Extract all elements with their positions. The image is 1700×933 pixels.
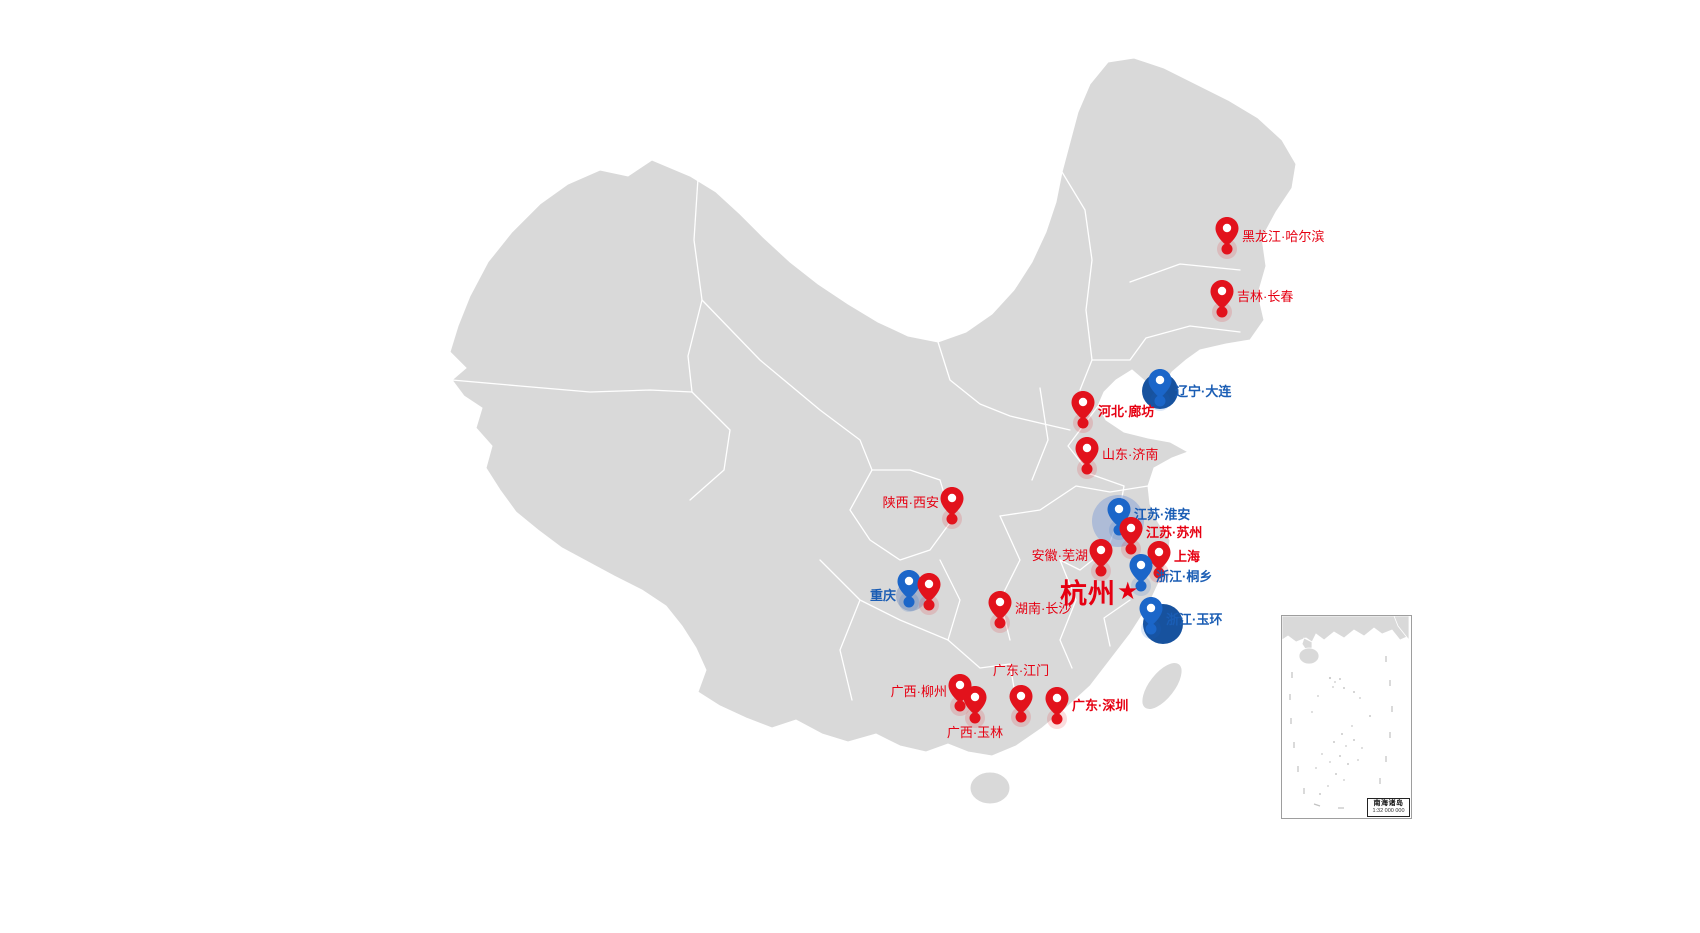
map-pin-label: 江苏·苏州 <box>1146 525 1203 540</box>
map-pin-icon <box>1071 391 1095 433</box>
map-pin-label: 吉林·长春 <box>1237 289 1294 304</box>
map-pin-icon <box>1089 539 1113 581</box>
map-pin-icon <box>1075 437 1099 479</box>
inset-islands <box>1311 676 1371 795</box>
map-pin-shandong-jinan[interactable]: 山东·济南 <box>1069 436 1158 480</box>
headquarters-city: 杭州 <box>1060 579 1116 609</box>
map-pin-chongqing-east-pin[interactable] <box>911 572 947 616</box>
map-pin-icon <box>988 591 1012 633</box>
map-pin-label: 陕西·西安 <box>882 495 939 510</box>
map-pin-heilongjiang-harbin[interactable]: 黑龙江·哈尔滨 <box>1209 216 1324 260</box>
map-pin-anhui-wuhu[interactable]: 安徽·芜湖 <box>1032 538 1119 582</box>
map-pin-label: 上海 <box>1174 549 1201 564</box>
map-pin-label: 广西·玉林 <box>946 725 1004 740</box>
map-pin-zhejiang-tongxiang[interactable]: 浙江·桐乡 <box>1123 553 1212 597</box>
map-pin-guangxi-yulin[interactable]: 广西·玉林 <box>947 685 1003 740</box>
map-pin-label: 山东·济南 <box>1102 447 1159 462</box>
map-pin-label: 浙江·桐乡 <box>1156 569 1213 584</box>
map-pin-shanghai[interactable]: 上海 <box>1141 540 1200 584</box>
map-pin-icon <box>1119 517 1143 559</box>
map-pin-icon <box>1210 280 1234 322</box>
star-icon: ★ <box>1117 577 1139 605</box>
map-pin-liaoning-dalian[interactable]: 辽宁·大连 <box>1142 368 1231 412</box>
map-pin-icon <box>1139 597 1163 639</box>
map-pin-label: 重庆 <box>869 588 896 603</box>
map-pin-label: 广西·柳州 <box>890 684 947 699</box>
map-pin-label: 浙江·玉环 <box>1166 612 1223 627</box>
map-pin-icon <box>1148 369 1172 411</box>
map-pin-icon <box>1129 554 1153 596</box>
map-pin-guangxi-liuzhou[interactable]: 广西·柳州 <box>891 673 978 717</box>
map-pin-icon <box>940 487 964 529</box>
taiwan-shape <box>1141 662 1183 710</box>
map-pin-label: 河北·廊坊 <box>1098 404 1155 419</box>
inset-label-box: 南海诸岛 1:32 000 000 <box>1367 798 1410 817</box>
map-pin-icon <box>1215 217 1239 259</box>
map-pin-zhejiang-yuhuan[interactable]: 浙江·玉环 <box>1133 596 1222 644</box>
map-pin-guangdong-jiangmen[interactable]: 广东·江门 <box>993 663 1049 728</box>
map-pin-label: 辽宁·大连 <box>1175 384 1232 399</box>
headquarters-label: 杭州 ★ <box>1060 572 1139 611</box>
hainan-shape <box>969 771 1011 805</box>
map-pin-label: 安徽·芜湖 <box>1031 548 1088 563</box>
inset-dash-line <box>1289 656 1393 809</box>
map-pin-jiangsu-suzhou[interactable]: 江苏·苏州 <box>1113 516 1202 560</box>
map-pin-icon <box>963 686 987 728</box>
map-pin-icon <box>1045 687 1069 729</box>
province-borders <box>451 171 1241 701</box>
inset-map-shape <box>1282 616 1409 809</box>
map-pin-icon <box>1009 685 1033 727</box>
map-pin-jilin-changchun[interactable]: 吉林·长春 <box>1204 279 1293 323</box>
map-pin-hunan-changsha[interactable]: 湖南·长沙 <box>982 590 1071 634</box>
map-pin-label: 江苏·淮安 <box>1134 507 1191 522</box>
map-pin-label: 湖南·长沙 <box>1015 601 1072 616</box>
south-china-sea-inset: 南海诸岛 1:32 000 000 <box>1281 615 1412 819</box>
map-pin-label: 广东·江门 <box>992 663 1050 678</box>
map-pin-icon <box>897 570 921 612</box>
inset-title: 南海诸岛 <box>1373 800 1404 807</box>
china-mainland-shape <box>449 57 1297 757</box>
map-pin-shaanxi-xian[interactable]: 陕西·西安 <box>883 486 970 530</box>
inset-scale: 1:32 000 000 <box>1372 808 1405 814</box>
map-pin-guangdong-shenzhen[interactable]: 广东·深圳 <box>1039 686 1128 730</box>
map-pin-label: 黑龙江·哈尔滨 <box>1242 229 1325 244</box>
map-pin-icon <box>917 573 941 615</box>
map-pin-icon <box>1147 541 1171 583</box>
map-pin-hebei-langfang[interactable]: 河北·廊坊 <box>1065 390 1154 434</box>
map-pin-label: 广东·深圳 <box>1072 698 1129 713</box>
